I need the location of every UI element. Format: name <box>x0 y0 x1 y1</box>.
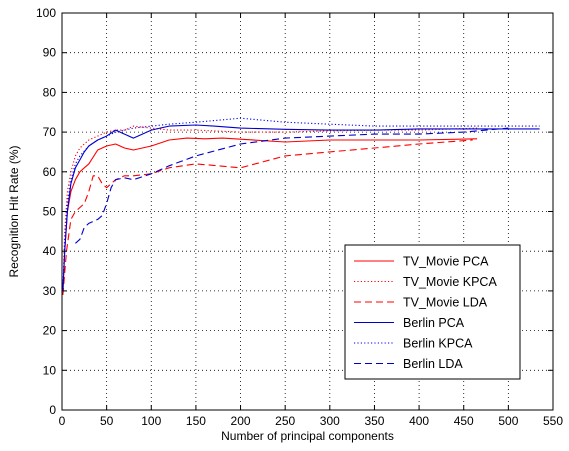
series-line-3 <box>62 124 540 291</box>
series-line-4 <box>62 117 540 291</box>
x-tick-label: 100 <box>141 414 161 428</box>
axis-ticks: 0 50 100 150 200 250 300 350 400 450 500 550 0 10 20 30… <box>36 6 563 428</box>
legend-box <box>344 244 521 380</box>
x-tick-label: 500 <box>498 414 518 428</box>
y-tick-label: 90 <box>43 46 57 60</box>
x-tick-label: 550 <box>543 414 563 428</box>
legend-label: Berlin KPCA <box>403 337 473 351</box>
y-tick-label: 50 <box>43 205 57 219</box>
x-tick-label: 150 <box>186 414 206 428</box>
y-tick-label: 100 <box>36 6 56 20</box>
legend-label: Berlin PCA <box>403 316 465 330</box>
series-layer <box>62 117 540 295</box>
y-tick-label: 30 <box>43 284 57 298</box>
legend: TV_Movie PCA TV_Movie KPCA TV_Movie LDA Ber… <box>344 244 521 380</box>
legend-label: TV_Movie LDA <box>403 296 488 310</box>
y-tick-label: 10 <box>43 363 57 377</box>
x-tick-label: 200 <box>231 414 251 428</box>
x-tick-label: 350 <box>364 414 384 428</box>
y-tick-label: 60 <box>43 165 57 179</box>
series-line-2 <box>62 139 473 295</box>
series-line-1 <box>62 125 478 291</box>
series-line-0 <box>62 137 478 291</box>
y-tick-label: 70 <box>43 125 57 139</box>
legend-label: Berlin LDA <box>403 357 463 371</box>
y-tick-label: 0 <box>49 403 56 417</box>
legend-label: TV_Movie PCA <box>403 255 489 269</box>
x-tick-label: 400 <box>409 414 429 428</box>
y-axis-label: Recognition Hit Rate (%) <box>7 145 21 277</box>
x-tick-label: 0 <box>59 414 66 428</box>
legend-label: TV_Movie KPCA <box>403 275 497 289</box>
x-axis-label: Number of principal components <box>221 429 394 443</box>
y-tick-label: 40 <box>43 244 57 258</box>
x-tick-label: 450 <box>454 414 474 428</box>
series-line-5 <box>75 127 509 244</box>
y-tick-label: 80 <box>43 85 57 99</box>
x-tick-label: 250 <box>275 414 295 428</box>
y-tick-label: 20 <box>43 324 57 338</box>
x-tick-label: 300 <box>320 414 340 428</box>
x-tick-label: 50 <box>100 414 114 428</box>
